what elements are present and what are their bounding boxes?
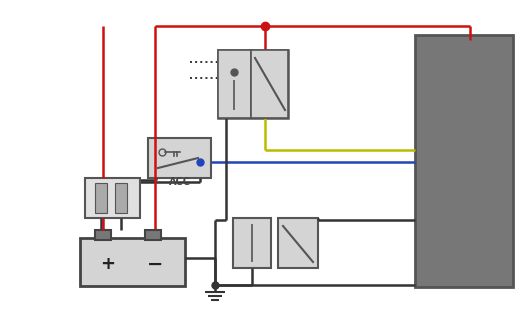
Text: −: − — [147, 255, 163, 273]
Bar — [148, 138, 211, 178]
Bar — [115, 183, 127, 213]
Bar — [145, 230, 161, 240]
Bar — [233, 218, 271, 268]
Text: +: + — [101, 255, 115, 273]
Bar — [95, 230, 111, 240]
Text: ACC: ACC — [169, 177, 190, 187]
Bar — [218, 50, 251, 118]
Bar — [85, 178, 140, 218]
Bar — [218, 50, 288, 118]
Bar — [80, 238, 185, 286]
Bar — [415, 35, 513, 287]
Bar — [278, 218, 318, 268]
Bar — [95, 183, 107, 213]
Bar — [251, 50, 288, 118]
